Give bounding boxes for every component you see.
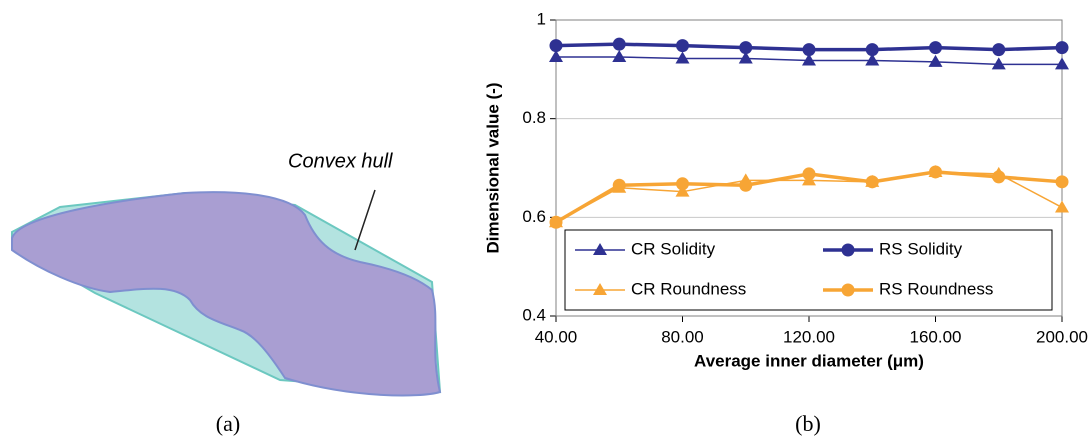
marker xyxy=(1056,175,1069,188)
marker xyxy=(739,179,752,192)
y-tick-label: 0.8 xyxy=(522,108,546,127)
annotation: Convex hull xyxy=(288,150,393,172)
x-tick-label: 160.00 xyxy=(910,327,962,346)
marker xyxy=(803,167,816,180)
particle-shape xyxy=(12,192,440,395)
figure: Convex hull (a) (b) 0.4 0.6 0.8 1 40.00 80.00… xyxy=(0,0,1092,446)
legend-marker xyxy=(842,284,855,297)
marker xyxy=(1055,57,1069,69)
x-tick-label: 40.00 xyxy=(535,327,578,346)
legend-label: CR Roundness xyxy=(631,279,746,298)
panel-label: (a) xyxy=(216,411,240,436)
marker xyxy=(676,177,689,190)
page: Convex hull (a) (b) 0.4 0.6 0.8 1 40.00 80.00… xyxy=(0,0,1092,446)
marker xyxy=(992,43,1005,56)
panel-label: (b) xyxy=(795,411,821,436)
annotation-pointer xyxy=(355,190,375,250)
y-axis-label: Dimensional value (-) xyxy=(483,83,502,254)
marker xyxy=(612,50,626,62)
legend-marker xyxy=(842,244,855,257)
x-tick-label: 120.00 xyxy=(783,327,835,346)
marker xyxy=(550,216,563,229)
marker xyxy=(929,165,942,178)
line-chart: 0.4 0.6 0.8 1 40.00 80.00 120.00 160.00 200.00 Av… xyxy=(483,9,1088,370)
marker xyxy=(613,179,626,192)
legend-label: RS Solidity xyxy=(879,239,963,258)
y-tick-label: 0.4 xyxy=(522,305,546,324)
legend-label: RS Roundness xyxy=(879,279,993,298)
x-tick-label: 200.00 xyxy=(1036,327,1088,346)
marker xyxy=(866,43,879,56)
marker xyxy=(803,43,816,56)
marker xyxy=(613,38,626,51)
marker xyxy=(992,57,1006,69)
marker xyxy=(1056,41,1069,54)
legend-label: CR Solidity xyxy=(631,239,716,258)
x-axis-label: Average inner diameter (μm) xyxy=(694,351,924,370)
marker xyxy=(676,39,689,52)
marker xyxy=(739,41,752,54)
marker xyxy=(929,41,942,54)
marker xyxy=(550,39,563,52)
marker xyxy=(929,55,943,67)
y-tick-label: 1 xyxy=(537,9,546,28)
marker xyxy=(866,175,879,188)
y-tick-label: 0.6 xyxy=(522,207,546,226)
marker xyxy=(676,51,690,63)
marker xyxy=(992,170,1005,183)
x-tick-label: 80.00 xyxy=(661,327,704,346)
marker xyxy=(1055,200,1069,212)
